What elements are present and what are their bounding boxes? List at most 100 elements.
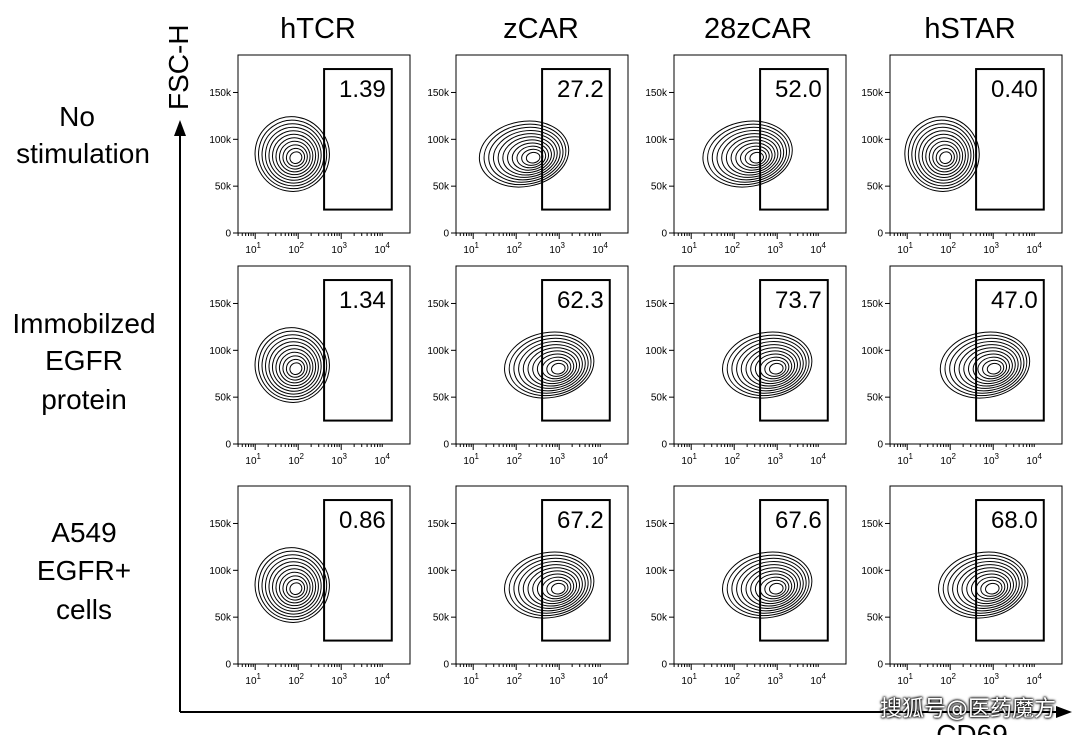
contour-level bbox=[282, 355, 308, 381]
row-label-line: A549 bbox=[51, 517, 116, 548]
watermark: 搜狐号@医药魔方 bbox=[879, 697, 1056, 722]
x-tick-label: 104 bbox=[1026, 452, 1042, 467]
x-axis-title: CD69 bbox=[936, 719, 1008, 735]
contour-level bbox=[736, 340, 804, 392]
x-tick-label: 101 bbox=[245, 241, 261, 256]
contour-population bbox=[254, 547, 330, 623]
y-tick-label: 150k bbox=[427, 299, 450, 310]
gate-rectangle bbox=[541, 279, 611, 422]
contour-level bbox=[939, 331, 1031, 399]
y-tick-label: 100k bbox=[427, 566, 450, 577]
contour-level bbox=[488, 126, 564, 183]
y-tick-label: 0 bbox=[661, 229, 667, 240]
x-tick-label: 104 bbox=[810, 241, 826, 256]
y-tick-label: 50k bbox=[651, 613, 668, 624]
row-label-line: stimulation bbox=[16, 138, 150, 169]
gate-rectangle bbox=[759, 68, 829, 211]
contour-level bbox=[275, 348, 314, 387]
plot-panel: 0 50k 100k 150k 101 102 103 104 52.0 bbox=[645, 54, 847, 256]
contour-level bbox=[754, 573, 793, 602]
contour-level bbox=[730, 139, 776, 174]
y-tick-label: 100k bbox=[861, 135, 884, 146]
y-tick-label: 0 bbox=[877, 440, 883, 451]
gate-percentage: 73.7 bbox=[775, 287, 822, 314]
x-axis-arrowhead bbox=[1056, 706, 1072, 718]
contour-level bbox=[271, 564, 317, 609]
gate-percentage: 52.0 bbox=[775, 76, 822, 103]
x-tick-label: 102 bbox=[724, 452, 740, 467]
contour-population bbox=[722, 551, 813, 619]
gate-rectangle bbox=[759, 279, 829, 422]
contour-level bbox=[551, 362, 566, 375]
y-tick-label: 150k bbox=[209, 88, 232, 99]
contour-level bbox=[254, 547, 330, 623]
contour-level bbox=[736, 560, 804, 612]
contour-level bbox=[261, 334, 325, 398]
contour-population bbox=[504, 551, 595, 619]
contour-level bbox=[750, 350, 796, 385]
contour-level bbox=[722, 551, 813, 619]
y-tick-label: 50k bbox=[433, 393, 450, 404]
x-tick-label: 102 bbox=[288, 452, 304, 467]
y-tick-label: 0 bbox=[443, 440, 449, 451]
contour-population bbox=[478, 120, 570, 188]
y-tick-label: 50k bbox=[215, 393, 232, 404]
contour-level bbox=[511, 142, 550, 171]
contour-level bbox=[764, 579, 787, 597]
contour-level bbox=[956, 564, 1017, 609]
x-tick-label: 103 bbox=[331, 672, 347, 687]
plot-panel: 0 50k 100k 150k 101 102 103 104 67.6 bbox=[645, 485, 847, 687]
column-title-htcr: hTCR bbox=[280, 13, 356, 45]
contour-level bbox=[907, 119, 977, 190]
x-tick-label: 103 bbox=[331, 452, 347, 467]
y-tick-label: 0 bbox=[225, 229, 231, 240]
contour-level bbox=[961, 567, 1014, 607]
contour-level bbox=[254, 116, 330, 192]
contour-level bbox=[285, 358, 306, 378]
contour-level bbox=[726, 554, 810, 617]
contour-level bbox=[925, 137, 964, 176]
contour-level bbox=[525, 151, 541, 164]
y-tick-label: 150k bbox=[645, 88, 668, 99]
contour-level bbox=[282, 144, 308, 170]
contour-level bbox=[707, 123, 790, 186]
gate-percentage: 62.3 bbox=[557, 287, 604, 314]
contour-level bbox=[258, 550, 328, 621]
gate-percentage: 67.6 bbox=[775, 507, 822, 534]
contour-level bbox=[275, 568, 314, 607]
contour-level bbox=[750, 570, 796, 605]
y-tick-label: 100k bbox=[861, 346, 884, 357]
contour-population bbox=[254, 116, 330, 192]
y-tick-label: 150k bbox=[427, 519, 450, 530]
contour-level bbox=[949, 337, 1025, 394]
contour-level bbox=[711, 126, 788, 183]
contour-level bbox=[952, 560, 1020, 612]
x-tick-label: 103 bbox=[767, 241, 783, 256]
gate-rectangle bbox=[975, 279, 1045, 422]
contour-level bbox=[745, 347, 798, 387]
contour-level bbox=[754, 353, 793, 382]
row-label-no-stimulation: No stimulation bbox=[16, 101, 150, 169]
y-tick-label: 50k bbox=[651, 182, 668, 193]
contour-level bbox=[938, 551, 1029, 619]
y-tick-label: 150k bbox=[861, 519, 884, 530]
x-tick-label: 103 bbox=[767, 452, 783, 467]
gate-percentage: 0.40 bbox=[991, 76, 1038, 103]
y-tick-label: 0 bbox=[661, 440, 667, 451]
x-tick-label: 101 bbox=[463, 672, 479, 687]
y-tick-label: 100k bbox=[645, 135, 668, 146]
x-tick-label: 102 bbox=[940, 672, 956, 687]
gate-percentage: 0.86 bbox=[339, 507, 386, 534]
y-tick-label: 150k bbox=[861, 88, 884, 99]
contour-level bbox=[918, 130, 969, 181]
contour-level bbox=[265, 337, 322, 395]
contour-level bbox=[518, 560, 586, 612]
y-axis-title: FSC-H bbox=[163, 24, 194, 110]
contour-level bbox=[508, 554, 592, 617]
row-label-line: No bbox=[59, 101, 95, 132]
x-tick-label: 102 bbox=[724, 672, 740, 687]
contour-level bbox=[958, 344, 1019, 389]
contour-population bbox=[938, 551, 1029, 619]
contour-level bbox=[731, 557, 807, 614]
y-tick-label: 0 bbox=[661, 660, 667, 671]
